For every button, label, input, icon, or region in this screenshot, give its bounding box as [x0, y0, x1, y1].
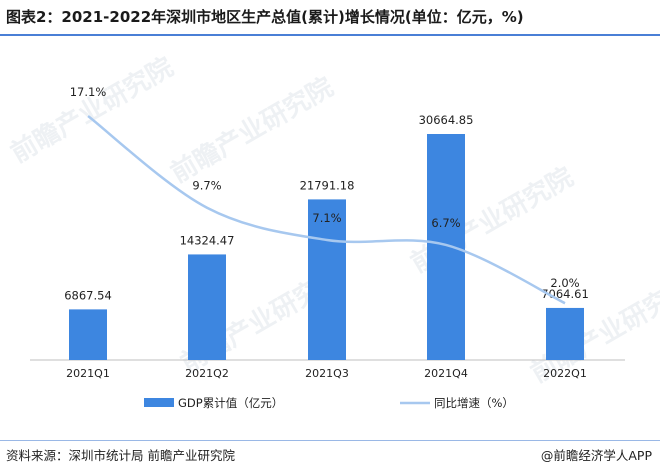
line-value-label: 7.1% [312, 211, 341, 225]
line-value-label: 2.0% [550, 276, 579, 290]
chart-area: 6867.54 2021Q1 14324.47 2021Q2 21791.18 2021Q… [30, 85, 625, 410]
x-tick-label: 2021Q4 [424, 367, 468, 380]
legend-bar-swatch [144, 398, 174, 407]
title-divider [0, 34, 660, 36]
bar-2021Q2 [188, 254, 226, 360]
bar-value-label: 6867.54 [64, 288, 112, 302]
x-tick-label: 2021Q3 [305, 367, 349, 380]
source-note: 资料来源：深圳市统计局 前瞻产业研究院 [6, 448, 235, 463]
legend-line-label: 同比增速（%） [434, 396, 514, 410]
x-tick-label: 2022Q1 [543, 367, 587, 380]
line-value-label: 9.7% [192, 179, 221, 193]
line-value-label: 6.7% [431, 216, 460, 230]
bar-2021Q3 [308, 199, 346, 360]
bar-2021Q4 [427, 134, 465, 360]
x-tick-label: 2021Q1 [66, 367, 110, 380]
bar-2021Q1 [69, 309, 107, 360]
bar-value-label: 14324.47 [180, 233, 235, 247]
brand-label: @前瞻经济学人APP [540, 448, 652, 463]
bar-2022Q1 [546, 307, 584, 360]
bar-value-label: 30664.85 [419, 113, 474, 127]
footer-divider [0, 440, 660, 441]
x-tick-label: 2021Q2 [185, 367, 229, 380]
bar-value-label: 21791.18 [300, 178, 355, 192]
growth-line [87, 115, 566, 305]
legend-bar-label: GDP累计值（亿元） [178, 396, 283, 410]
line-value-label: 17.1% [70, 85, 107, 99]
chart-title: 图表2：2021-2022年深圳市地区生产总值(累计)增长情况(单位：亿元，%) [6, 8, 524, 26]
